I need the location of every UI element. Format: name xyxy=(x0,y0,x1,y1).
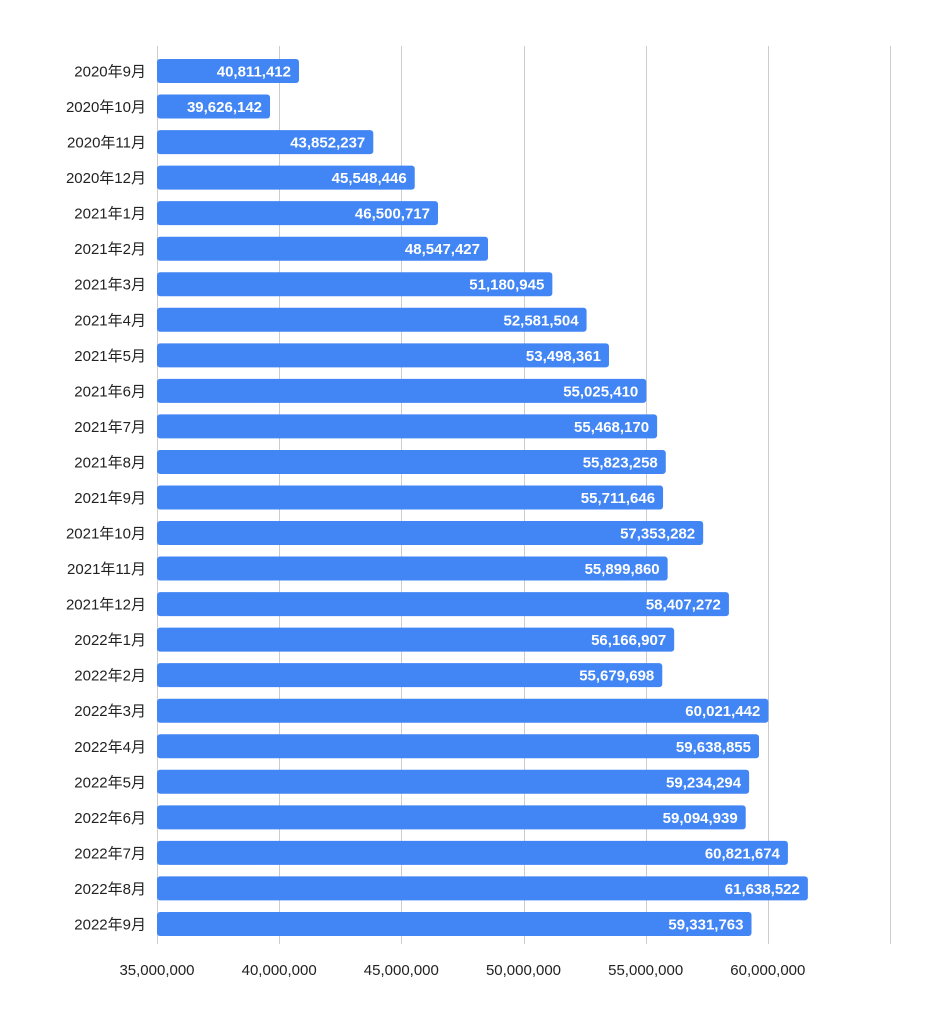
category-label: 2021年6月 xyxy=(74,383,146,400)
bar-value-label: 55,679,698 xyxy=(579,668,654,685)
x-tick-label: 55,000,000 xyxy=(608,962,683,979)
category-label: 2022年7月 xyxy=(74,845,146,862)
category-labels: 2020年9月 2020年10月 2020年11月 2020年12月 2021年1月 20… xyxy=(66,64,146,934)
category-label: 2020年9月 xyxy=(74,64,146,81)
bar xyxy=(157,414,658,439)
bar-value-label: 57,353,282 xyxy=(620,526,695,543)
bar xyxy=(157,627,675,652)
bar xyxy=(157,521,704,546)
bar-value-label: 59,331,763 xyxy=(668,916,743,933)
bar xyxy=(157,840,788,865)
bar xyxy=(157,165,415,190)
category-label: 2021年1月 xyxy=(74,206,146,223)
category-label: 2021年9月 xyxy=(74,490,146,507)
bar-value-label: 61,638,522 xyxy=(725,881,800,898)
category-label: 2021年5月 xyxy=(74,348,146,365)
category-label: 2021年11月 xyxy=(67,561,146,578)
bar-value-label: 45,548,446 xyxy=(332,170,407,187)
bar xyxy=(157,449,666,474)
x-tick-label: 45,000,000 xyxy=(364,962,439,979)
category-label: 2022年4月 xyxy=(74,739,146,756)
bar-value-label: 48,547,427 xyxy=(405,241,480,258)
bar-value-label: 43,852,237 xyxy=(290,135,365,152)
category-label: 2020年10月 xyxy=(66,99,146,116)
bar-value-label: 51,180,945 xyxy=(469,277,544,294)
bar-value-label: 55,468,170 xyxy=(574,419,649,436)
bar xyxy=(157,307,587,332)
bar-value-label: 55,025,410 xyxy=(563,383,638,400)
bar-value-label: 55,711,646 xyxy=(581,490,655,507)
category-label: 2022年6月 xyxy=(74,810,146,827)
category-label: 2021年2月 xyxy=(74,241,146,258)
bar xyxy=(157,876,808,901)
bar-value-label: 59,638,855 xyxy=(676,739,751,756)
x-tick-label: 40,000,000 xyxy=(242,962,317,979)
category-label: 2021年10月 xyxy=(66,526,146,543)
x-axis-tick-labels: 35,000,000 40,000,000 45,000,000 50,000,000… xyxy=(119,962,805,979)
bar xyxy=(157,769,750,794)
category-label: 2022年1月 xyxy=(74,632,146,649)
bar-value-label: 39,626,142 xyxy=(187,99,262,116)
bar xyxy=(157,378,647,403)
bar xyxy=(157,201,439,226)
bar-value-label: 60,021,442 xyxy=(685,703,760,720)
bar xyxy=(157,805,746,830)
bar xyxy=(157,698,769,723)
bar-value-label: 60,821,674 xyxy=(705,845,781,862)
x-tick-label: 35,000,000 xyxy=(119,962,194,979)
category-label: 2022年3月 xyxy=(74,703,146,720)
category-label: 2021年7月 xyxy=(74,419,146,436)
category-label: 2021年4月 xyxy=(74,312,146,329)
bar xyxy=(157,59,299,83)
bar-value-label: 58,407,272 xyxy=(646,597,721,614)
category-label: 2021年12月 xyxy=(66,597,146,614)
bar-value-label: 52,581,504 xyxy=(503,312,579,329)
bar-value-label: 55,823,258 xyxy=(583,454,658,471)
bar xyxy=(157,343,609,368)
category-label: 2021年8月 xyxy=(74,454,146,471)
category-label: 2020年12月 xyxy=(66,170,146,187)
bar-value-label: 46,500,717 xyxy=(355,206,430,223)
bar xyxy=(157,94,271,119)
bar xyxy=(157,734,760,759)
bar xyxy=(157,236,489,261)
bar xyxy=(157,911,752,936)
category-label: 2021年3月 xyxy=(74,277,146,294)
bar-value-label: 56,166,907 xyxy=(591,632,666,649)
bar xyxy=(157,592,729,617)
bar xyxy=(157,130,374,155)
bar xyxy=(157,663,663,688)
category-label: 2020年11月 xyxy=(67,135,146,152)
bar-value-label: 55,899,860 xyxy=(585,561,660,578)
category-label: 2022年5月 xyxy=(74,774,146,791)
x-tick-label: 50,000,000 xyxy=(486,962,561,979)
bar-value-label: 59,094,939 xyxy=(663,810,738,827)
x-tick-label: 60,000,000 xyxy=(730,962,805,979)
bar-value-label: 53,498,361 xyxy=(526,348,601,365)
bar-value-label: 59,234,294 xyxy=(666,774,742,791)
category-label: 2022年9月 xyxy=(74,916,146,933)
bar xyxy=(157,556,668,581)
category-label: 2022年2月 xyxy=(74,668,146,685)
bars: 40,811,412 39,626,142 43,852,237 45,548,446… xyxy=(157,59,808,936)
bar-value-label: 40,811,412 xyxy=(217,64,291,81)
bar xyxy=(157,272,553,297)
bar xyxy=(157,485,664,510)
category-label: 2022年8月 xyxy=(74,881,146,898)
